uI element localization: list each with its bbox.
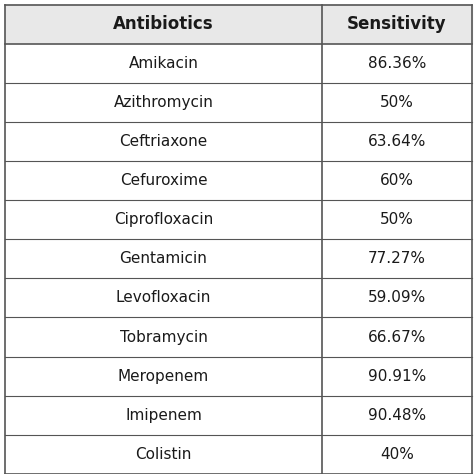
Bar [5,278,472,318]
Bar [5,435,472,474]
Text: 60%: 60% [380,173,414,188]
Text: Sensitivity: Sensitivity [347,15,447,33]
Text: Tobramycin: Tobramycin [119,329,208,345]
Text: 63.64%: 63.64% [368,134,426,149]
Text: 77.27%: 77.27% [368,251,426,266]
Text: 86.36%: 86.36% [368,55,426,71]
Text: Ceftriaxone: Ceftriaxone [119,134,208,149]
Text: Cefuroxime: Cefuroxime [119,173,207,188]
Text: Colistin: Colistin [135,447,191,462]
Bar [5,83,472,122]
Text: 66.67%: 66.67% [368,329,426,345]
Text: Antibiotics: Antibiotics [113,15,214,33]
Bar [5,239,472,278]
Text: Meropenem: Meropenem [118,369,209,383]
Text: Azithromycin: Azithromycin [114,95,213,110]
Bar [5,44,472,83]
Bar [5,396,472,435]
Bar [5,122,472,161]
Bar [5,200,472,239]
Text: 90.48%: 90.48% [368,408,426,423]
Text: Amikacin: Amikacin [128,55,199,71]
Text: 50%: 50% [380,95,414,110]
Text: Ciprofloxacin: Ciprofloxacin [114,212,213,227]
Text: 40%: 40% [380,447,414,462]
Bar [5,356,472,396]
Bar [5,5,472,44]
Text: 90.91%: 90.91% [368,369,426,383]
Bar [5,161,472,200]
Text: 50%: 50% [380,212,414,227]
Text: 59.09%: 59.09% [368,291,426,305]
Text: Gentamicin: Gentamicin [119,251,208,266]
Text: Levofloxacin: Levofloxacin [116,291,211,305]
Bar [5,318,472,356]
Text: Imipenem: Imipenem [125,408,202,423]
